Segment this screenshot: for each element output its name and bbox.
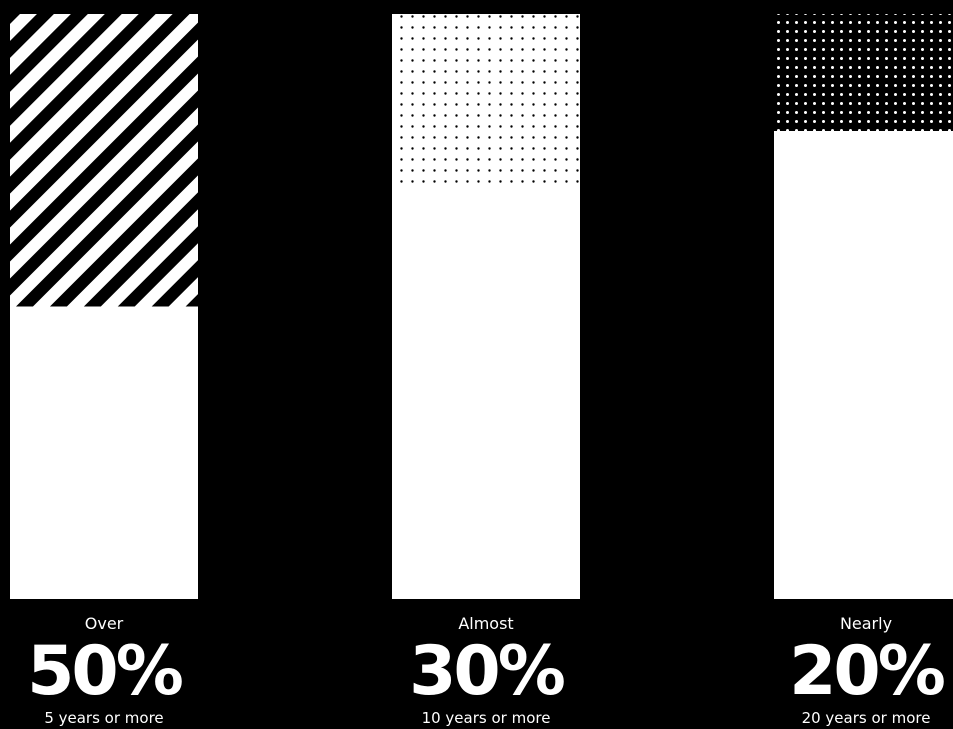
stat-value-3: 20% bbox=[789, 632, 946, 711]
bar-3-value-segment bbox=[774, 14, 953, 131]
bar-1-value-segment bbox=[10, 14, 198, 307]
stat-prefix-1: Over bbox=[84, 614, 124, 633]
stat-value-1: 50% bbox=[27, 632, 184, 711]
stat-caption-1: 5 years or more bbox=[44, 709, 164, 727]
bar-2-value-segment bbox=[392, 14, 580, 190]
bars-group bbox=[10, 14, 953, 599]
stat-caption-2: 10 years or more bbox=[421, 709, 551, 727]
stat-prefix-2: Almost bbox=[458, 614, 514, 633]
stat-value-2: 30% bbox=[409, 632, 566, 711]
stat-prefix-3: Nearly bbox=[839, 614, 893, 633]
stat-caption-3: 20 years or more bbox=[801, 709, 931, 727]
